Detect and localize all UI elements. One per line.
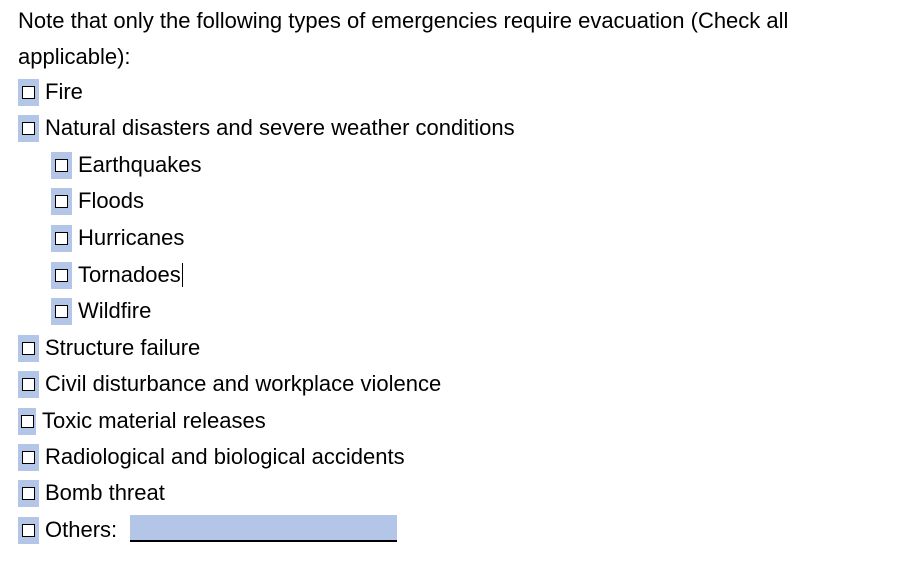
floods-checkbox[interactable] — [51, 187, 72, 215]
intro-text: Note that only the following types of em… — [18, 8, 789, 69]
tornadoes-label: Tornadoes — [78, 262, 181, 287]
option-floods: Floods — [51, 186, 144, 216]
civil-disturbance-checkbox[interactable] — [18, 370, 39, 398]
option-structure-failure: Structure failure — [18, 333, 200, 363]
others-text-field[interactable] — [130, 515, 397, 542]
earthquakes-checkbox[interactable] — [51, 151, 72, 179]
checkbox-square-icon — [20, 414, 34, 428]
tornadoes-checkbox[interactable] — [51, 261, 72, 289]
option-natural-disasters: Natural disasters and severe weather con… — [18, 113, 515, 143]
option-hurricanes: Hurricanes — [51, 223, 184, 253]
option-bomb-threat: Bomb threat — [18, 478, 165, 508]
radiological-label: Radiological and biological accidents — [45, 444, 405, 469]
structure-failure-checkbox[interactable] — [18, 334, 39, 362]
natural-disasters-label: Natural disasters and severe weather con… — [45, 115, 515, 140]
others-label: Others: — [45, 517, 118, 542]
fire-label: Fire — [45, 79, 83, 104]
radiological-checkbox[interactable] — [18, 443, 39, 471]
hurricanes-label: Hurricanes — [78, 225, 185, 250]
floods-label: Floods — [78, 188, 145, 213]
structure-failure-label: Structure failure — [45, 335, 201, 360]
checkbox-square-icon — [55, 194, 68, 208]
toxic-material-checkbox[interactable] — [18, 407, 36, 435]
option-earthquakes: Earthquakes — [51, 150, 202, 180]
option-civil-disturbance: Civil disturbance and workplace violence — [18, 369, 441, 399]
checkbox-square-icon — [22, 523, 35, 537]
checkbox-square-icon — [22, 486, 35, 500]
natural-disasters-checkbox[interactable] — [18, 114, 39, 142]
checkbox-square-icon — [55, 231, 68, 245]
fire-checkbox[interactable] — [18, 78, 39, 106]
checkbox-square-icon — [55, 268, 68, 282]
checkbox-square-icon — [22, 450, 35, 464]
text-cursor — [181, 263, 184, 287]
checkbox-square-icon — [55, 304, 68, 318]
option-others: Others: — [18, 515, 117, 545]
checkbox-square-icon — [22, 85, 35, 99]
checkbox-square-icon — [55, 158, 68, 172]
bomb-threat-checkbox[interactable] — [18, 479, 39, 507]
earthquakes-label: Earthquakes — [78, 152, 202, 177]
wildfire-label: Wildfire — [78, 298, 152, 323]
checkbox-square-icon — [22, 377, 35, 391]
others-checkbox[interactable] — [18, 516, 39, 544]
checkbox-square-icon — [22, 341, 35, 355]
bomb-threat-label: Bomb threat — [45, 480, 165, 505]
civil-disturbance-label: Civil disturbance and workplace violence — [45, 371, 442, 396]
wildfire-checkbox[interactable] — [51, 297, 72, 325]
hurricanes-checkbox[interactable] — [51, 224, 72, 252]
option-radiological: Radiological and biological accidents — [18, 442, 405, 472]
option-wildfire: Wildfire — [51, 296, 151, 326]
option-tornadoes: Tornadoes — [51, 260, 184, 290]
toxic-material-label: Toxic material releases — [42, 408, 266, 433]
option-toxic-material: Toxic material releases — [18, 406, 266, 436]
option-fire: Fire — [18, 77, 83, 107]
checkbox-square-icon — [22, 121, 35, 135]
